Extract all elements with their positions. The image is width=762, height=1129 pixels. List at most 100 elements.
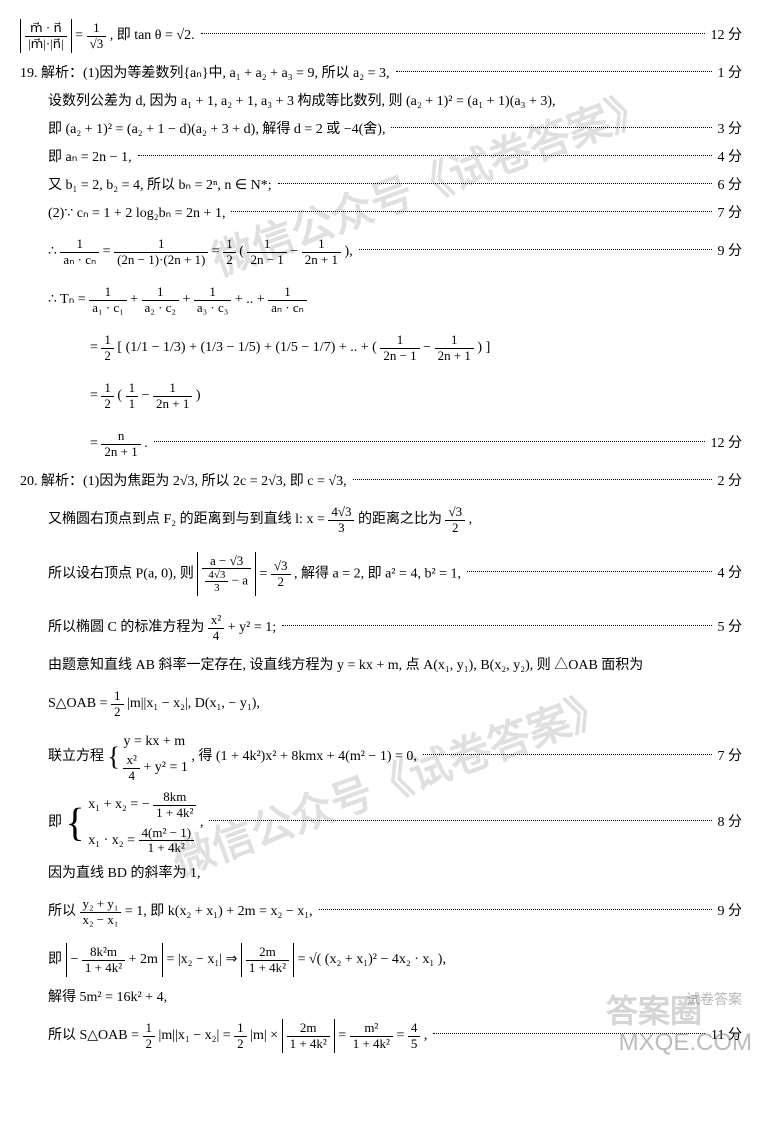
math-line: 所以 y₂ + y₁x₂ − x₁ = 1, 即 k(x₂ + x₁) + 2m… (20, 890, 742, 934)
text: (2)∵ cₙ = 1 + 2 log₂bₙ = 2n + 1, (48, 203, 225, 225)
math-line: 又椭圆右顶点到点 F₂ 的距离到与到直线 l: x = 4√33 的距离之比为 … (20, 498, 742, 542)
numerator: 1 (143, 1021, 156, 1036)
text: x₁ · x₂ = (88, 833, 138, 848)
text: , 解得 a = 2, 即 a² = 4, b² = 1, (294, 566, 461, 581)
leader-dots (154, 441, 705, 442)
denominator: 2 (223, 253, 236, 267)
numerator: 1 (126, 381, 139, 396)
math-line: 所以椭圆 C 的标准方程为 x²4 + y² = 1; 5 分 (20, 606, 742, 650)
denominator: a₁ · c₁ (89, 301, 126, 315)
score: 3 分 (718, 119, 743, 141)
text: = 1, 即 k(x₂ + x₁) + 2m = x₂ − x₁, (125, 904, 313, 919)
denominator: 2n + 1 (302, 253, 341, 267)
numerator: x² (208, 613, 224, 628)
text: 19. 解析：(1)因为等差数列{aₙ}中, a₁ + a₂ + a₃ = 9,… (20, 63, 390, 85)
denominator: 4 (208, 629, 224, 643)
denominator: 2 (143, 1037, 156, 1051)
denominator: 1 (126, 397, 139, 411)
math-line: = 12 [ (1/1 − 1/3) + (1/3 − 1/5) + (1/5 … (20, 326, 742, 370)
numerator: 1 (101, 333, 114, 348)
text: ∴ Tₙ = (48, 292, 89, 307)
math-line: ∴ 1aₙ · cₙ = 1(2n − 1)·(2n + 1) = 12 ( 1… (20, 230, 742, 274)
numerator: 1 (60, 237, 99, 252)
denominator: 1 + 4k² (287, 1037, 330, 1051)
denominator: 3 (205, 582, 228, 594)
leader-dots (201, 33, 705, 34)
denominator: 1 + 4k² (350, 1037, 393, 1051)
score: 9 分 (718, 901, 743, 923)
leader-dots (278, 183, 712, 184)
text: S△OAB = (48, 696, 111, 711)
math-line: 19. 解析：(1)因为等差数列{aₙ}中, a₁ + a₂ + a₃ = 9,… (20, 62, 742, 86)
numerator: 4 (408, 1021, 421, 1036)
math-line: 又 b₁ = 2, b₂ = 4, 所以 bₙ = 2ⁿ, n ∈ N*; 6 … (20, 174, 742, 198)
leader-dots (467, 571, 711, 572)
numerator: 8km (153, 790, 196, 805)
numerator: 2m (246, 945, 289, 960)
text: , 即 tan θ = √2. (110, 28, 195, 43)
text: 20. 解析：(1)因为焦距为 2√3, 所以 2c = 2√3, 即 c = … (20, 471, 347, 493)
score: 12 分 (711, 25, 743, 47)
denominator: a₃ · c₃ (194, 301, 231, 315)
numerator: 4√3 (205, 569, 228, 582)
numerator: 1 (194, 285, 231, 300)
math-line: S△OAB = 12 |m||x₁ − x₂|, D(x₁, − y₁), (20, 682, 742, 726)
numerator: √3 (271, 559, 291, 574)
denominator: |m⃗|·|n⃗| (25, 37, 67, 51)
text: , (200, 815, 204, 830)
watermark-corner: MXQE.COM (619, 1024, 752, 1062)
numerator: 1 (87, 21, 107, 36)
math-line: 所以设右顶点 P(a, 0), 则 a − √3 4√33 − a = √32 … (20, 546, 742, 602)
denominator: 2n − 1 (247, 253, 286, 267)
math-line: 设数列公差为 d, 因为 a₁ + 1, a₂ + 1, a₃ + 3 构成等比… (20, 90, 742, 114)
denominator: 2n + 1 (435, 349, 474, 363)
text: 所以 (48, 904, 80, 919)
text: = (338, 1028, 349, 1043)
score: 1 分 (718, 63, 743, 85)
numerator: 1 (114, 237, 208, 252)
numerator: 1 (234, 1021, 247, 1036)
text: = (90, 388, 101, 403)
numerator: 8k²m (82, 945, 125, 960)
text: 联立方程 (48, 749, 108, 764)
leader-dots (353, 479, 712, 480)
numerator: 4√3 (328, 505, 354, 520)
numerator: 1 (268, 285, 307, 300)
text: ∴ (48, 244, 60, 259)
denominator: 2n + 1 (101, 445, 140, 459)
text: = |x₂ − x₁| ⇒ (166, 952, 240, 967)
math-line: ∴ Tₙ = 1a₁ · c₁ + 1a₂ · c₂ + 1a₃ · c₃ + … (20, 278, 742, 322)
leader-dots (359, 249, 712, 250)
denominator: 1 + 4k² (139, 841, 195, 855)
text: − (71, 952, 82, 967)
denominator: 2 (271, 575, 291, 589)
text: − a (232, 573, 248, 588)
text: 所以设右顶点 P(a, 0), 则 (48, 566, 197, 581)
watermark-small: 试卷答案 (686, 990, 742, 1012)
text: [ (1/1 − 1/3) + (1/3 − 1/5) + (1/5 − 1/7… (117, 340, 376, 355)
score: 7 分 (718, 203, 743, 225)
numerator: 1 (153, 381, 192, 396)
numerator: a − √3 (202, 554, 251, 569)
leader-dots (423, 754, 712, 755)
denominator: 2n + 1 (153, 397, 192, 411)
text: 解得 5m² = 16k² + 4, (48, 987, 167, 1009)
denominator: 1 + 4k² (246, 961, 289, 975)
math-line: 由题意知直线 AB 斜率一定存在, 设直线方程为 y = kx + m, 点 A… (20, 654, 742, 678)
text: x₁ + x₂ = − (88, 797, 153, 812)
score: 12 分 (711, 433, 743, 455)
text: = (90, 436, 101, 451)
text: 即 (48, 952, 66, 967)
denominator: 4 (123, 769, 139, 783)
denominator: aₙ · cₙ (268, 301, 307, 315)
math-line: 即 − 8k²m1 + 4k² + 2m = |x₂ − x₁| ⇒ 2m1 +… (20, 938, 742, 982)
text: 的距离之比为 (358, 512, 446, 527)
numerator: m² (350, 1021, 393, 1036)
denominator: 1 + 4k² (153, 806, 196, 820)
math-line: 即 aₙ = 2n − 1, 4 分 (20, 146, 742, 170)
text: 所以 S△OAB = (48, 1028, 143, 1043)
text: |m| × (250, 1028, 281, 1043)
text: 又 b₁ = 2, b₂ = 4, 所以 bₙ = 2ⁿ, n ∈ N*; (48, 175, 272, 197)
text: 设数列公差为 d, 因为 a₁ + 1, a₂ + 1, a₃ + 3 构成等比… (48, 91, 556, 113)
text: ) ] (477, 340, 490, 355)
